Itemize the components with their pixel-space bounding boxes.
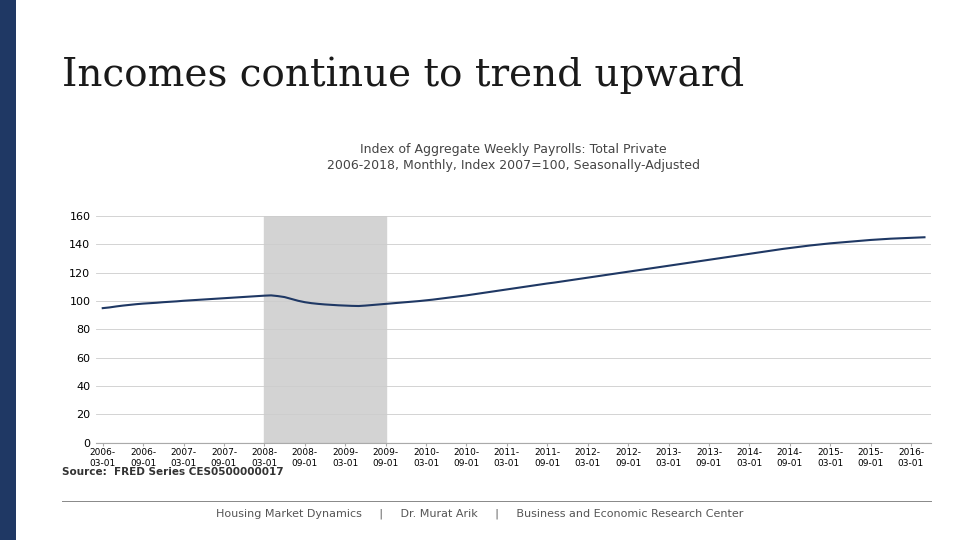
Text: 2006-2018, Monthly, Index 2007=100, Seasonally-Adjusted: 2006-2018, Monthly, Index 2007=100, Seas…	[327, 159, 700, 172]
Text: Source:  FRED Series CES0500000017: Source: FRED Series CES0500000017	[62, 467, 284, 477]
Bar	[264, 216, 386, 443]
Text: Housing Market Dynamics     |     Dr. Murat Arik     |     Business and Economic: Housing Market Dynamics | Dr. Murat Arik…	[216, 509, 744, 519]
Text: Index of Aggregate Weekly Payrolls: Total Private: Index of Aggregate Weekly Payrolls: Tota…	[360, 143, 667, 156]
Text: Incomes continue to trend upward: Incomes continue to trend upward	[62, 57, 745, 94]
